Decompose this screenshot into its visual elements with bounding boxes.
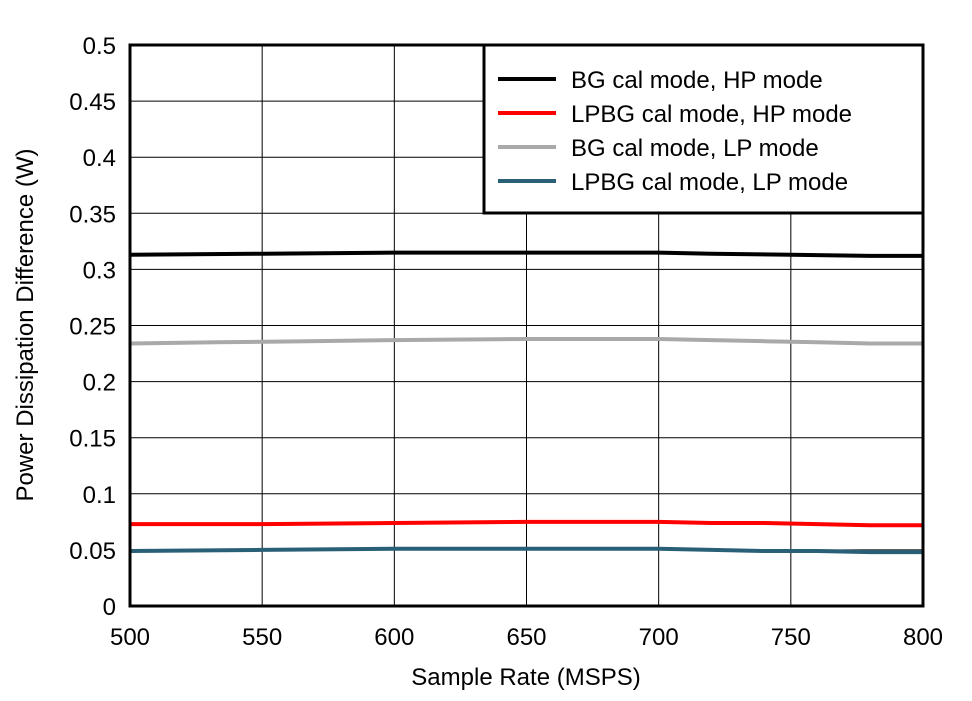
x-tick-labels: 500 550 600 650 700 750 800 [110, 624, 943, 651]
legend-label: BG cal mode, LP mode [571, 135, 819, 162]
y-tick-label: 0.45 [69, 89, 116, 116]
legend-label: BG cal mode, HP mode [571, 67, 823, 94]
y-tick-label: 0.1 [83, 482, 116, 509]
series-line-4 [129, 546, 923, 555]
x-tick-label: 650 [506, 624, 546, 651]
x-tick-label: 800 [903, 624, 943, 651]
y-tick-label: 0.2 [83, 370, 116, 397]
y-tick-label: 0.15 [69, 426, 116, 453]
y-tick-label: 0.4 [83, 145, 116, 172]
legend: BG cal mode, HP mode LPBG cal mode, HP mo… [482, 43, 925, 215]
y-tick-label: 0.3 [83, 257, 116, 284]
x-tick-label: 600 [374, 624, 414, 651]
legend-box [482, 43, 925, 215]
series-line-3 [129, 337, 923, 346]
legend-label: LPBG cal mode, LP mode [571, 169, 848, 196]
series-lines [129, 250, 923, 555]
y-tick-label: 0.5 [83, 33, 116, 60]
series-line-1 [129, 250, 923, 258]
legend-label: LPBG cal mode, HP mode [571, 101, 852, 128]
y-tick-labels: 0 0.05 0.1 0.15 0.2 0.25 0.3 0.35 0.4 0.45 0.5 [69, 33, 116, 621]
y-tick-label: 0.05 [69, 538, 116, 565]
y-axis-label: Power Dissipation Difference (W) [12, 148, 39, 501]
y-tick-label: 0.35 [69, 201, 116, 228]
x-tick-label: 700 [639, 624, 679, 651]
y-tick-label: 0.25 [69, 314, 116, 341]
x-tick-label: 550 [242, 624, 282, 651]
x-tick-label: 500 [110, 624, 150, 651]
y-tick-label: 0 [103, 594, 116, 621]
series-line-2 [130, 519, 923, 528]
x-tick-label: 750 [771, 624, 811, 651]
x-axis-label: Sample Rate (MSPS) [411, 664, 640, 691]
